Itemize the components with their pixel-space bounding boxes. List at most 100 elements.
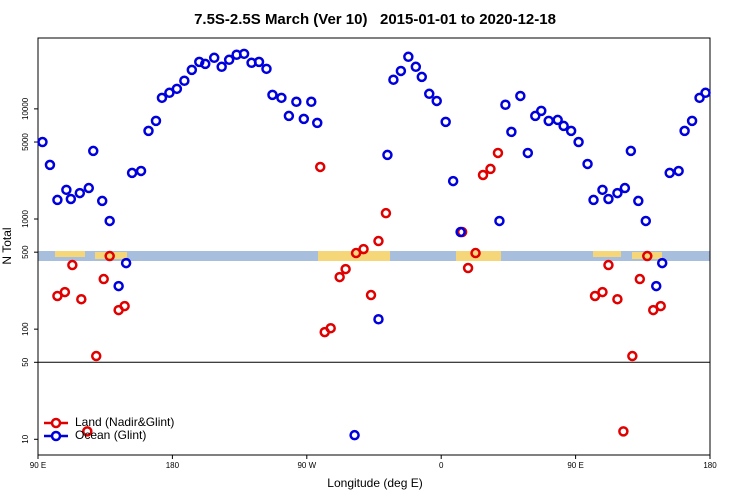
- point: [135, 165, 147, 177]
- point: [477, 169, 489, 181]
- point: [612, 293, 623, 305]
- point: [88, 145, 99, 157]
- point: [37, 136, 48, 148]
- point: [334, 271, 345, 283]
- point: [494, 215, 505, 227]
- point: [470, 247, 481, 259]
- land-patch: [55, 251, 85, 257]
- legend-marker: [50, 417, 62, 429]
- point: [143, 125, 154, 137]
- legend-label: Land (Nadir&Glint): [75, 415, 174, 429]
- point: [74, 187, 86, 199]
- point: [126, 167, 138, 179]
- point: [365, 289, 377, 301]
- chart-title: 7.5S-2.5S March (Ver 10) 2015-01-01 to 2…: [194, 11, 556, 28]
- latitude-band: [38, 251, 710, 261]
- point: [648, 304, 659, 316]
- point: [238, 48, 250, 60]
- point: [447, 175, 459, 187]
- y-tick-label: 500: [21, 245, 30, 259]
- x-tick-label: 90 E: [30, 461, 46, 470]
- point: [395, 65, 407, 77]
- point: [52, 194, 63, 206]
- y-axis-label: N Total: [0, 227, 14, 264]
- point: [619, 182, 631, 194]
- point: [650, 280, 662, 292]
- point: [261, 63, 272, 75]
- point: [98, 273, 109, 285]
- point: [416, 71, 428, 83]
- point: [216, 61, 227, 73]
- plot-frame: [37, 37, 711, 456]
- point: [492, 147, 504, 159]
- point: [65, 193, 77, 205]
- y-tick-label: 5000: [21, 133, 30, 151]
- land-patch: [593, 251, 621, 257]
- point: [349, 429, 360, 441]
- point: [679, 125, 690, 137]
- point: [634, 273, 646, 285]
- point: [530, 110, 541, 122]
- x-tick-label: 180: [166, 461, 180, 470]
- point: [267, 89, 278, 101]
- point: [543, 115, 554, 127]
- point: [656, 257, 668, 269]
- point: [312, 117, 323, 129]
- y-tick-label: 1000: [21, 210, 30, 228]
- point: [625, 145, 637, 157]
- point: [633, 195, 644, 207]
- point: [120, 257, 132, 269]
- point: [96, 195, 108, 207]
- land-patch: [632, 252, 662, 259]
- x-tick-label: 180: [703, 461, 717, 470]
- point: [410, 61, 422, 73]
- point: [618, 426, 629, 437]
- y-tick-label: 10000: [21, 97, 30, 120]
- point: [179, 75, 190, 87]
- point: [44, 159, 56, 171]
- point: [171, 83, 183, 95]
- x-axis-label: Longitude (deg E): [327, 476, 422, 490]
- point: [314, 161, 326, 173]
- point: [603, 193, 614, 205]
- point: [253, 56, 265, 68]
- point: [306, 96, 317, 108]
- land-patch: [95, 252, 127, 259]
- point: [382, 149, 393, 161]
- point: [558, 120, 569, 132]
- point: [59, 286, 71, 298]
- point: [664, 167, 675, 179]
- point: [358, 243, 369, 255]
- point: [597, 286, 608, 298]
- point: [627, 350, 638, 362]
- x-tick-label: 90 W: [297, 461, 316, 470]
- point: [642, 250, 653, 262]
- point: [83, 182, 95, 194]
- point: [90, 350, 102, 362]
- point: [440, 116, 451, 128]
- point: [186, 64, 198, 76]
- point: [373, 235, 384, 247]
- point: [388, 74, 399, 85]
- point: [462, 262, 474, 274]
- point: [485, 163, 496, 175]
- legend-marker: [50, 430, 62, 442]
- point: [325, 322, 336, 334]
- point: [276, 92, 287, 104]
- x-tick-label: 0: [439, 461, 444, 470]
- point: [655, 300, 666, 312]
- point: [640, 215, 652, 227]
- legend-label: Ocean (Glint): [75, 428, 146, 442]
- point: [455, 226, 466, 238]
- y-tick-label: 100: [21, 322, 30, 336]
- point: [298, 113, 310, 125]
- x-tick-label: 90 E: [567, 461, 583, 470]
- point: [380, 207, 392, 219]
- point: [283, 110, 295, 122]
- point: [588, 194, 599, 206]
- point: [150, 115, 162, 127]
- point: [208, 52, 220, 64]
- y-tick-label: 50: [21, 357, 30, 366]
- point: [340, 263, 351, 275]
